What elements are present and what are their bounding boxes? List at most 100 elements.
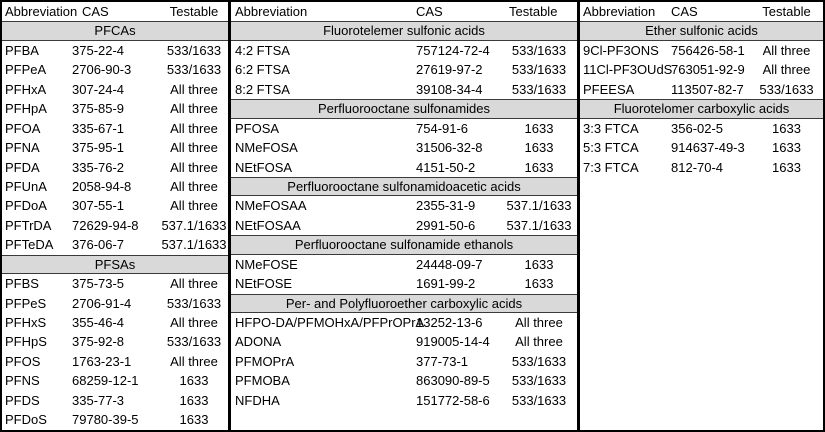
cas-cell: 355-46-4 — [72, 315, 125, 330]
abbreviation-cell: PFOS — [5, 353, 41, 369]
testable-cell: 1633 — [524, 276, 554, 292]
testable-cell: All three — [170, 120, 218, 136]
table-row: HFPO-DA/PFMOHxA/PFPrOPrA 13252-13-6 All th… — [231, 313, 577, 332]
cas-cell: 335-67-1 — [72, 120, 125, 136]
abbreviation-cell: NMeFOSA — [235, 140, 298, 156]
section-header: Perfluorooctane sulfonamides — [231, 99, 577, 119]
testable-cell: All three — [170, 198, 218, 214]
cas-cell: 79780-39-5 — [72, 412, 139, 428]
abbreviation-cell: 3:3 FTCA — [583, 120, 639, 136]
abbreviation-cell: PFMOPrA — [235, 353, 295, 369]
abbreviation-cell: NEtFOSAA — [235, 217, 301, 233]
cas-cell: 307-24-4 — [72, 81, 125, 97]
table-panel-right: Abbreviation CAS Testable Ether sulfonic ac… — [580, 2, 823, 430]
abbreviation-cell: NMeFOSAA — [235, 198, 307, 214]
testable-cell: 533/1633 — [511, 392, 567, 408]
testable-cell: All three — [515, 315, 563, 330]
cas-cell: 812-70-4 — [671, 159, 724, 175]
abbreviation-cell: PFHxA — [5, 81, 47, 97]
table-row: NEtFOSE 1691-99-2 1633 — [231, 274, 577, 293]
table-row: NMeFOSE 24448-09-7 1633 — [231, 255, 577, 274]
cas-cell: 113507-82-7 — [671, 81, 744, 97]
testable-cell: 533/1633 — [166, 334, 222, 350]
cas-cell: 376-06-7 — [72, 237, 125, 253]
cas-cell: 27619-97-2 — [416, 62, 483, 78]
testable-cell: All three — [170, 140, 218, 156]
cas-cell: 13252-13-6 — [416, 315, 483, 330]
table-row: 11Cl-PF3OUdS 763051-92-9 All three — [580, 60, 823, 79]
section-header: Perfluorooctane sulfonamidoacetic acids — [231, 176, 577, 197]
abbreviation-cell: 9Cl-PF3ONS — [583, 42, 659, 58]
abbreviation-cell: 7:3 FTCA — [583, 159, 639, 175]
cas-cell: 68259-12-1 — [72, 373, 139, 389]
cas-cell: 1691-99-2 — [416, 276, 476, 292]
table-row: PFMOBA 863090-89-5 533/1633 — [231, 371, 577, 390]
testable-cell: 533/1633 — [511, 62, 567, 78]
table-row: PFNA 375-95-1 All three — [2, 138, 228, 157]
cas-cell: 375-95-1 — [72, 140, 125, 156]
testable-cell: All three — [170, 315, 218, 330]
table-row: PFPeA 2706-90-3 533/1633 — [2, 60, 228, 79]
testable-cell: All three — [170, 81, 218, 97]
table-row: 7:3 FTCA 812-70-4 1633 — [580, 158, 823, 177]
abbreviation-cell: PFUnA — [5, 178, 47, 194]
cas-cell: 375-92-8 — [72, 334, 125, 350]
abbreviation-cell: NMeFOSE — [235, 256, 298, 272]
testable-cell: 1633 — [179, 412, 209, 428]
cas-cell: 756426-58-1 — [671, 42, 745, 58]
abbreviation-cell: PFPeA — [5, 62, 47, 78]
testable-cell: All three — [170, 276, 218, 292]
column-header-test: Testable — [169, 4, 219, 19]
testable-cell: All three — [170, 159, 218, 175]
abbreviation-cell: 8:2 FTSA — [235, 81, 290, 97]
column-header-abbr: Abbreviation — [5, 4, 78, 19]
cas-cell: 375-22-4 — [72, 42, 125, 58]
cas-cell: 356-02-5 — [671, 120, 724, 136]
testable-cell: 533/1633 — [166, 42, 222, 58]
column-header-cas: CAS — [671, 4, 698, 19]
table-panel-middle: Abbreviation CAS Testable Fluorotelemer sul… — [231, 2, 580, 430]
abbreviation-cell: HFPO-DA/PFMOHxA/PFPrOPrA — [235, 315, 425, 330]
abbreviation-cell: PFMOBA — [235, 373, 290, 389]
table-row: 3:3 FTCA 356-02-5 1633 — [580, 119, 823, 138]
abbreviation-cell: PFDS — [5, 392, 40, 408]
testable-cell: 1633 — [179, 392, 209, 408]
table-row: 9Cl-PF3ONS 756426-58-1 All three — [580, 41, 823, 60]
cas-cell: 4151-50-2 — [416, 159, 476, 175]
table-row: NMeFOSA 31506-32-8 1633 — [231, 138, 577, 157]
table-row: PFNS 68259-12-1 1633 — [2, 371, 228, 390]
cas-cell: 72629-94-8 — [72, 217, 139, 233]
testable-cell: 537.1/1633 — [161, 237, 227, 253]
abbreviation-cell: ADONA — [235, 334, 282, 350]
cas-cell: 1763-23-1 — [72, 353, 132, 369]
abbreviation-cell: 11Cl-PF3OUdS — [583, 62, 673, 78]
abbreviation-cell: PFPeS — [5, 295, 47, 311]
cas-cell: 375-73-5 — [72, 276, 125, 292]
cas-cell: 2355-31-9 — [416, 198, 476, 214]
table-row: NMeFOSAA 2355-31-9 537.1/1633 — [231, 196, 577, 215]
table-row: PFHpS 375-92-8 533/1633 — [2, 332, 228, 351]
table-row: 6:2 FTSA 27619-97-2 533/1633 — [231, 60, 577, 79]
table-row: 5:3 FTCA 914637-49-3 1633 — [580, 138, 823, 157]
abbreviation-cell: PFDA — [5, 159, 40, 175]
cas-cell: 39108-34-4 — [416, 81, 483, 97]
abbreviation-cell: PFTrDA — [5, 217, 52, 233]
table-row: NEtFOSAA 2991-50-6 537.1/1633 — [231, 216, 577, 235]
column-header-row: Abbreviation CAS Testable — [580, 2, 823, 21]
abbreviation-cell: PFOSA — [235, 120, 280, 136]
testable-cell: 1633 — [772, 120, 801, 136]
abbreviation-cell: 6:2 FTSA — [235, 62, 290, 78]
cas-cell: 335-76-2 — [72, 159, 125, 175]
testable-cell: 1633 — [772, 159, 801, 175]
testable-cell: All three — [762, 62, 811, 78]
table-row: PFUnA 2058-94-8 All three — [2, 177, 228, 196]
column-header-cas: CAS — [416, 4, 443, 19]
abbreviation-cell: PFOA — [5, 120, 41, 136]
table-panel-left: Abbreviation CAS Testable PFCAs PFBA 375-22-4… — [2, 2, 231, 430]
abbreviation-cell: NFDHA — [235, 392, 280, 408]
table-row: PFTrDA 72629-94-8 537.1/1633 — [2, 216, 228, 235]
abbreviation-cell: PFNS — [5, 373, 40, 389]
cas-cell: 2706-91-4 — [72, 295, 132, 311]
table-row: ADONA 919005-14-4 All three — [231, 332, 577, 351]
